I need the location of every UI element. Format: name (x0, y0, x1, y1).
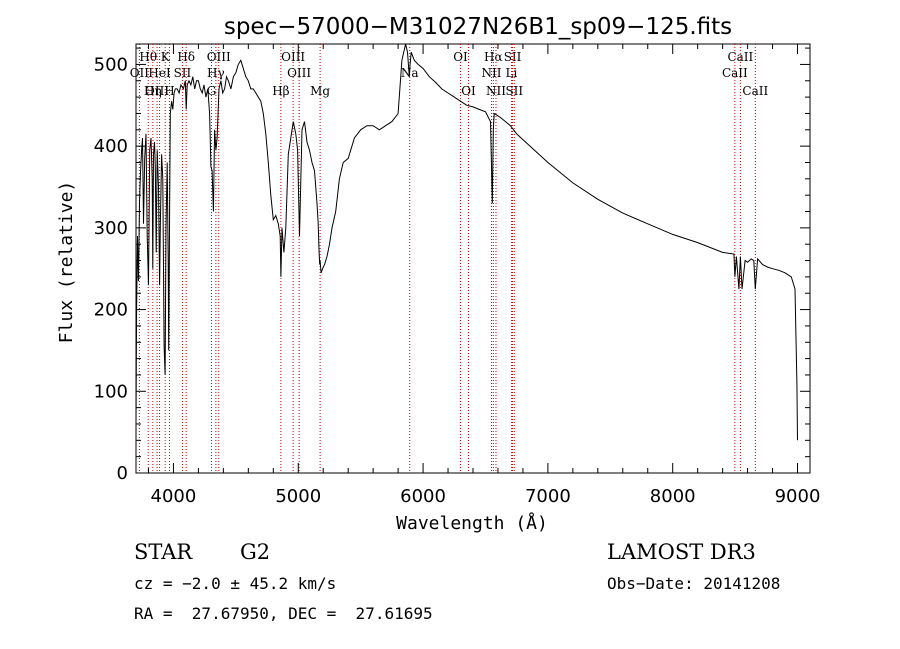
spectral-line-label: NII (486, 84, 506, 98)
spectral-line-label: OII (130, 66, 150, 80)
y-axis-label: Flux (relative) (56, 181, 77, 344)
x-axis-label: Wavelength (Å) (396, 512, 548, 534)
spectral-line-label: HeI (148, 66, 171, 80)
spectral-line-label: H (164, 84, 174, 98)
y-tick-label: 100 (94, 381, 128, 402)
redshift-text: cz = −2.0 ± 45.2 km/s (134, 574, 337, 593)
object-subclass: G2 (240, 540, 271, 564)
y-tick-label: 500 (94, 54, 128, 75)
spectral-line-label: SII (504, 50, 522, 64)
spectral-line-label: OI (453, 50, 468, 64)
x-tick-label: 8000 (650, 486, 696, 507)
x-tick-label: 5000 (275, 486, 321, 507)
spectral-line-label: Hα (484, 50, 503, 64)
coordinates-text: RA = 27.67950, DEC = 27.61695 (134, 604, 433, 623)
x-tick-label: 7000 (525, 486, 571, 507)
spectral-line-label: OIII (281, 50, 305, 64)
obs-date-text: Obs−Date: 20141208 (607, 574, 781, 593)
x-tick-label: 6000 (400, 486, 446, 507)
plot-frame (135, 43, 811, 474)
spectral-line-label: Hγ (207, 66, 225, 80)
y-tick-label: 0 (117, 463, 128, 484)
spectral-line-label: K (161, 50, 171, 64)
y-tick-label: 400 (94, 136, 128, 157)
spectral-line-label: SII (505, 84, 523, 98)
object-class: STAR (134, 540, 193, 564)
spectrum-line (135, 43, 798, 441)
spectral-line-label: CaII (722, 66, 748, 80)
spectral-line-label: Hη (144, 84, 162, 98)
spectral-line-label: NII (481, 66, 501, 80)
spectral-line-label: Hδ (177, 50, 195, 64)
spectral-line-label: Hθ (139, 50, 157, 64)
spectral-line-label: G (207, 84, 217, 98)
y-tick-label: 300 (94, 218, 128, 239)
x-tick-label: 9000 (775, 486, 821, 507)
spectral-line-label: CaII (727, 50, 753, 64)
spectral-line-label: Hβ (272, 84, 289, 98)
spectral-line-label: OIII (287, 66, 311, 80)
spectral-line-label: SII (174, 66, 192, 80)
x-tick-label: 4000 (151, 486, 197, 507)
chart-title: spec−57000−M31027N26B1_sp09−125.fits (224, 14, 732, 40)
spectral-line-label: OI (461, 84, 476, 98)
spectral-line-label: OIII (145, 84, 169, 98)
axis-ticks: 4000 5000 6000 7000 8000 9000 0 100 200 300 400 500 (94, 44, 821, 507)
spectral-line-label: OIII (207, 50, 231, 64)
spectral-line-label: Mg (310, 84, 330, 98)
y-tick-label: 200 (94, 300, 128, 321)
survey-name: LAMOST DR3 (607, 540, 756, 564)
spectral-line-label: CaII (742, 84, 768, 98)
spectral-line-label: Li (506, 66, 518, 80)
